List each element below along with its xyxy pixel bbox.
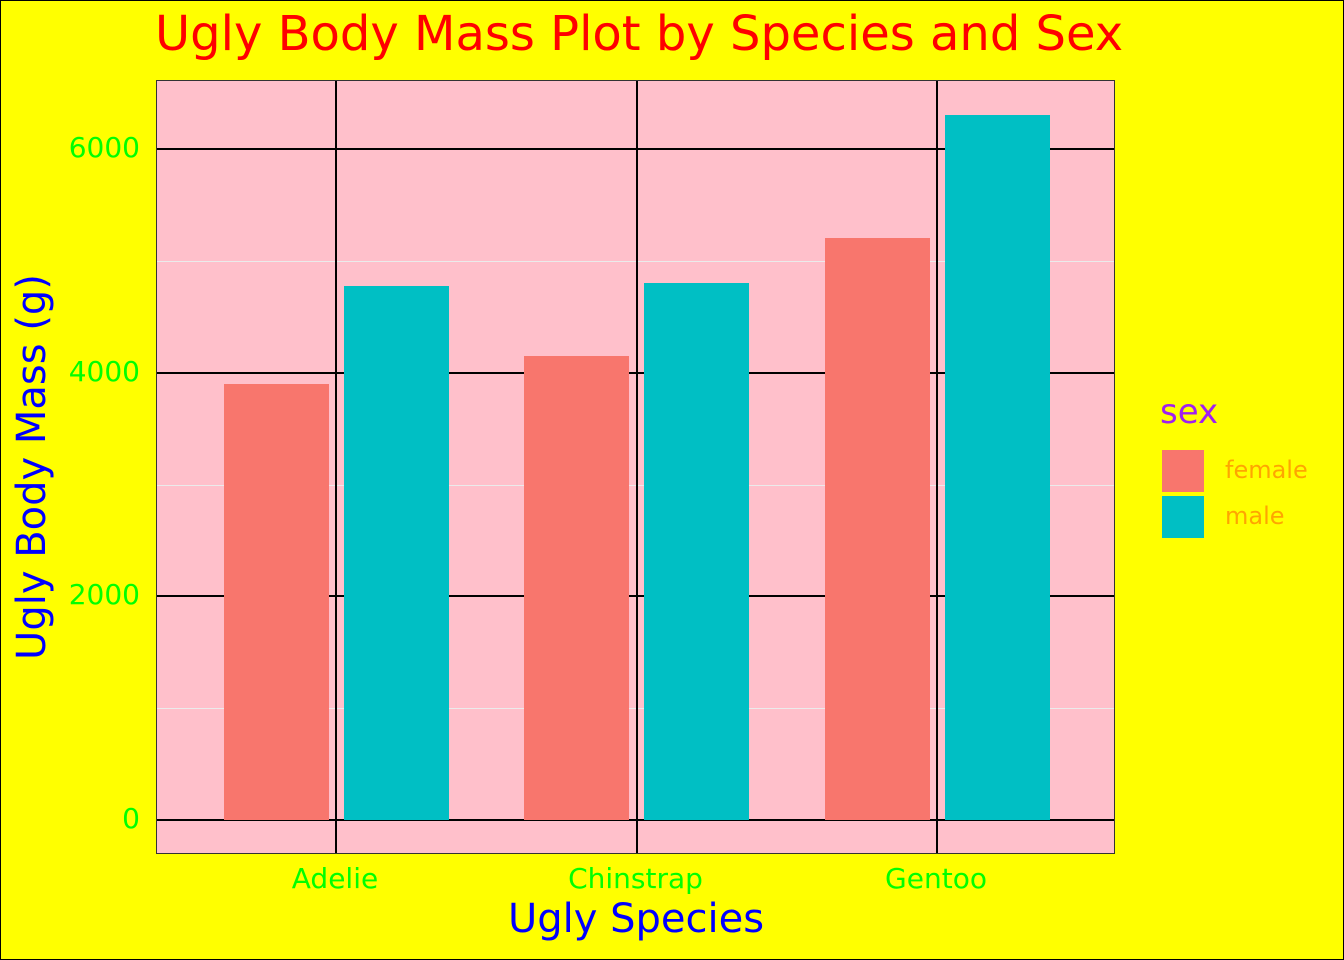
bar-gentoo-male	[944, 115, 1050, 820]
legend-key-male	[1162, 496, 1204, 538]
major-gridline-vertical	[936, 81, 938, 853]
x-tick-label: Adelie	[291, 862, 379, 895]
x-axis-title: Ugly Species	[507, 896, 765, 942]
legend-title: sex	[1160, 392, 1219, 432]
chart-title: Ugly Body Mass Plot by Species and Sex	[155, 6, 1124, 62]
plot-panel	[156, 80, 1115, 854]
legend-label-male: male	[1225, 502, 1285, 530]
y-tick-label: 0	[122, 802, 140, 835]
y-tick-label: 6000	[68, 131, 140, 164]
y-tick-label: 4000	[68, 354, 140, 388]
x-tick-label: Chinstrap	[568, 862, 703, 895]
legend-label-female: female	[1225, 456, 1308, 484]
bar-chinstrap-female	[524, 355, 629, 820]
legend-key-female	[1162, 450, 1204, 492]
x-tick-label: Gentoo	[885, 862, 987, 895]
y-tick-label: 2000	[68, 578, 140, 612]
bar-gentoo-female	[824, 238, 930, 820]
y-axis-title: Ugly Body Mass (g)	[9, 274, 55, 660]
bar-adelie-female	[223, 383, 329, 820]
bar-adelie-male	[343, 285, 449, 820]
major-gridline-vertical	[335, 81, 337, 853]
bar-chinstrap-male	[644, 283, 749, 820]
major-gridline-vertical	[635, 81, 638, 853]
